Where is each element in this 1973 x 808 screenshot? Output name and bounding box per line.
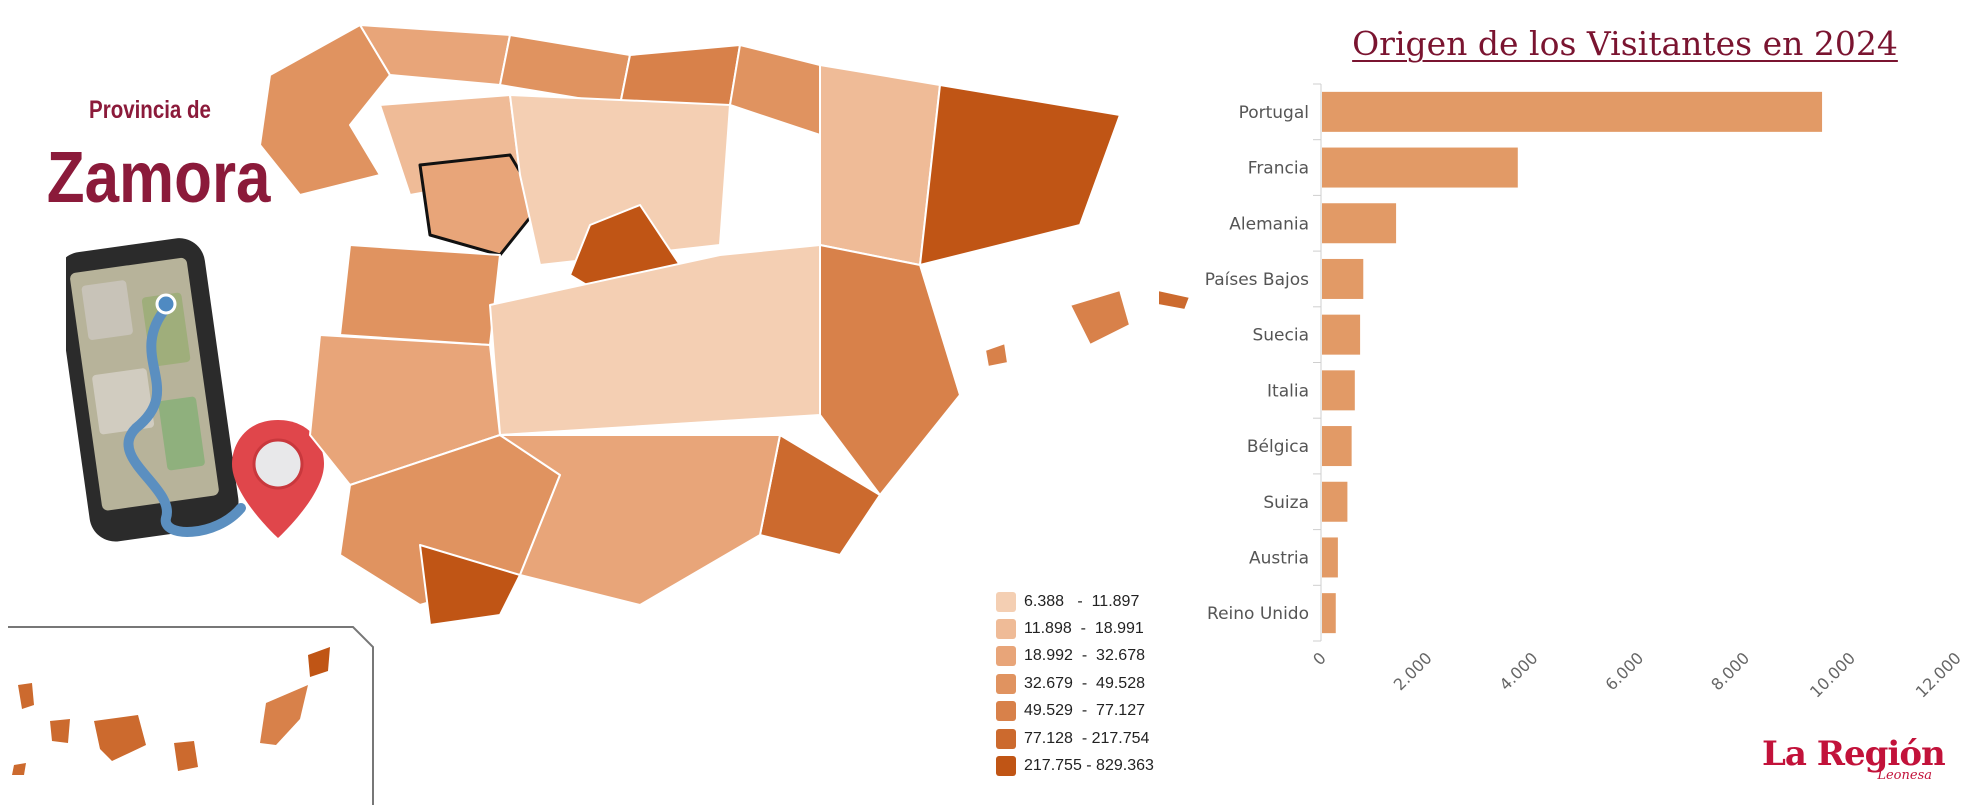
bar	[1322, 481, 1348, 522]
bar	[1322, 91, 1823, 132]
legend-label: 18.992 - 32.678	[1024, 647, 1145, 665]
legend-item: 11.898 - 18.991	[996, 615, 1196, 642]
legend-item: 49.529 - 77.127	[996, 698, 1196, 725]
province-name: Zamora	[46, 138, 271, 218]
phone-gps-illustration	[66, 238, 324, 542]
brand-name: La Región	[1762, 734, 1946, 774]
bar	[1322, 537, 1338, 578]
x-tick-label: 12.000	[1912, 648, 1965, 700]
category-label: Suecia	[1252, 326, 1309, 346]
category-label: Bélgica	[1247, 437, 1309, 457]
region-menorca	[1157, 289, 1191, 311]
legend-item: 32.679 - 49.528	[996, 670, 1196, 697]
legend-swatch	[996, 591, 1016, 612]
region-castilla-mancha	[489, 244, 821, 436]
x-tick-label: 0	[1309, 648, 1330, 669]
chart-title: Origen de los Visitantes en 2024	[1352, 24, 1898, 63]
legend-label: 49.529 - 77.127	[1024, 702, 1145, 720]
category-label: Francia	[1248, 159, 1309, 179]
canary-islands-inset	[8, 626, 374, 805]
legend-label: 6.388 - 11.897	[1024, 592, 1140, 610]
brand-subtitle: Leonesa	[1877, 768, 1932, 783]
bar	[1322, 426, 1352, 467]
legend-swatch	[996, 756, 1016, 777]
region-ibiza	[984, 342, 1009, 368]
legend-item: 77.128 - 217.754	[996, 725, 1196, 752]
map-legend: 6.388 - 11.897 11.898 - 18.991 18.992 - 32…	[996, 588, 1196, 780]
region-valencia	[819, 244, 961, 496]
location-pin-icon	[232, 420, 324, 538]
category-label: Reino Unido	[1207, 604, 1309, 624]
province-prefix: Provincia de	[89, 96, 211, 124]
visitor-origin-bar-chart: Portugal Francia Alemania Países Bajos Sueci…	[1205, 83, 1965, 700]
region-navarra	[729, 44, 821, 136]
legend-item: 18.992 - 32.678	[996, 643, 1196, 670]
region-zamora	[418, 153, 542, 257]
legend-item: 6.388 - 11.897	[996, 588, 1196, 615]
category-label: Portugal	[1239, 103, 1309, 123]
bar	[1322, 203, 1397, 244]
brand-logo: La Región Leonesa	[1762, 736, 1962, 783]
x-tick-label: 2.000	[1390, 648, 1436, 694]
region-aragon	[819, 64, 941, 266]
category-label: Países Bajos	[1205, 270, 1309, 290]
region-malaga	[419, 544, 521, 626]
spain-choropleth-map	[260, 24, 1191, 626]
category-label: Suiza	[1263, 493, 1309, 513]
category-label: Austria	[1249, 548, 1309, 568]
x-tick-label: 4.000	[1496, 648, 1542, 694]
region-salamanca	[339, 244, 501, 346]
region-cataluna	[919, 84, 1121, 266]
region-galicia	[260, 24, 391, 196]
bar	[1322, 258, 1364, 299]
legend-swatch	[996, 673, 1016, 694]
legend-item: 217.755 - 829.363	[996, 752, 1196, 779]
legend-label: 77.128 - 217.754	[1024, 729, 1150, 747]
legend-swatch	[996, 728, 1016, 749]
phone-icon	[66, 238, 246, 542]
bar	[1322, 147, 1518, 188]
bar	[1322, 314, 1361, 355]
legend-label: 32.679 - 49.528	[1024, 674, 1145, 692]
legend-swatch	[996, 646, 1016, 667]
bar	[1322, 593, 1336, 634]
bar	[1322, 370, 1355, 411]
region-pais-vasco	[619, 44, 741, 106]
category-label: Alemania	[1229, 214, 1309, 234]
legend-label: 217.755 - 829.363	[1024, 757, 1154, 775]
legend-swatch	[996, 701, 1016, 722]
x-tick-label: 6.000	[1601, 648, 1647, 694]
legend-swatch	[996, 619, 1016, 640]
region-andalucia-east	[499, 434, 781, 606]
x-tick-label: 8.000	[1707, 648, 1753, 694]
region-mallorca	[1069, 289, 1131, 346]
x-tick-label: 10.000	[1806, 648, 1859, 700]
category-label: Italia	[1267, 381, 1309, 401]
legend-label: 11.898 - 18.991	[1024, 620, 1144, 638]
